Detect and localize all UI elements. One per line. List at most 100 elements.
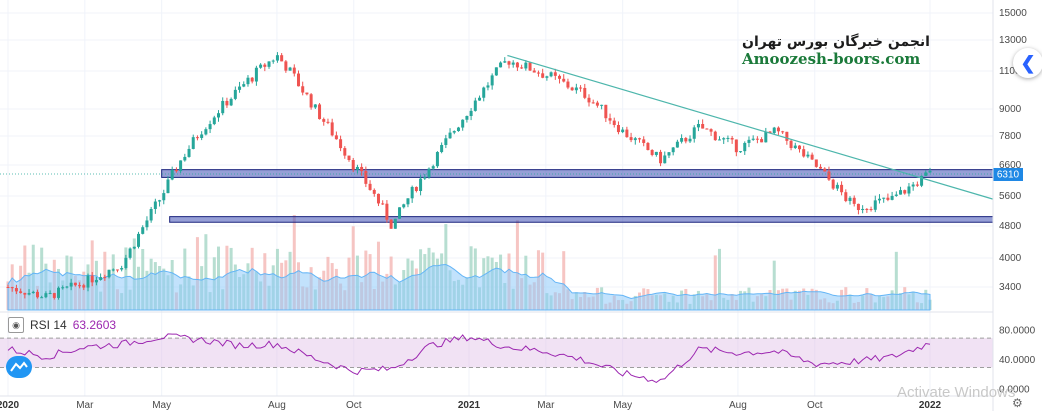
candle-body xyxy=(212,117,216,125)
candle-body xyxy=(132,246,136,249)
candle-body xyxy=(688,138,692,142)
candle-body xyxy=(364,171,368,184)
candle-body xyxy=(549,72,553,77)
candle-body xyxy=(667,152,671,156)
candle-body xyxy=(848,197,852,202)
candle-body xyxy=(347,155,351,161)
candle-body xyxy=(911,184,915,187)
candle-body xyxy=(221,100,225,114)
candle-body xyxy=(78,285,82,287)
support-zone xyxy=(161,169,994,178)
candle-body xyxy=(642,139,646,143)
candle-body xyxy=(368,183,372,190)
eye-icon[interactable]: ◉ xyxy=(8,317,24,333)
candle-body xyxy=(806,154,810,157)
x-tick-label: 2022 xyxy=(919,400,942,411)
candle-body xyxy=(587,97,591,103)
candle-body xyxy=(111,269,115,271)
grid-lines xyxy=(0,0,993,396)
candle-body xyxy=(591,102,595,104)
candle-body xyxy=(355,166,359,170)
rsi-value: 63.2603 xyxy=(72,318,117,332)
candle-body xyxy=(882,197,886,199)
price-badge-bg xyxy=(993,167,1023,181)
candle-body xyxy=(318,104,322,120)
candle-body xyxy=(292,67,296,74)
candle-body xyxy=(713,131,717,141)
candle-body xyxy=(499,62,503,68)
candle-body xyxy=(928,170,932,173)
volume-bar xyxy=(562,251,566,310)
candle-body xyxy=(398,207,402,219)
candle-body xyxy=(65,286,69,288)
candle-body xyxy=(52,293,56,298)
candle-body xyxy=(915,184,919,186)
y-tick-label: 4000 xyxy=(999,253,1022,264)
candle-body xyxy=(410,186,414,199)
candle-body xyxy=(751,138,755,140)
candle-body xyxy=(511,62,515,65)
y-tick-label: 15000 xyxy=(999,8,1027,19)
candle-body xyxy=(520,67,524,69)
candle-body xyxy=(621,129,625,133)
candle-body xyxy=(461,119,465,128)
candle-body xyxy=(789,140,793,149)
candle-body xyxy=(465,116,469,120)
candle-body xyxy=(856,203,860,211)
candle-body xyxy=(730,137,734,140)
candle-body xyxy=(899,190,903,195)
price-axis[interactable]: 15000 13000 11000 9000 7800 6600 5600 4800 4000 3… xyxy=(999,8,1027,293)
gear-icon[interactable]: ⚙ xyxy=(1012,396,1023,410)
candle-body xyxy=(267,61,271,67)
chevron-left-icon[interactable]: ❮ xyxy=(1013,48,1042,78)
volume-bar xyxy=(132,238,136,310)
candle-body xyxy=(393,218,397,229)
candle-body xyxy=(600,104,604,106)
candle-body xyxy=(158,200,162,202)
candle-body xyxy=(6,287,10,288)
y-tick-label: 6600 xyxy=(999,160,1022,171)
x-tick-label: Oct xyxy=(346,400,362,411)
candle-body xyxy=(86,275,90,288)
candle-body xyxy=(145,220,149,228)
candle-body xyxy=(452,131,456,133)
time-axis[interactable]: 2020 Mar May Aug Oct 2021 Mar May Aug Oct 2022 xyxy=(0,400,942,411)
candle-body xyxy=(604,104,608,119)
candle-body xyxy=(823,168,827,172)
candle-body xyxy=(494,67,498,76)
candle-body xyxy=(288,67,292,71)
candle-body xyxy=(246,77,250,85)
candle-body xyxy=(44,293,48,298)
candle-body xyxy=(907,186,911,194)
candle-body xyxy=(94,279,98,283)
candle-body xyxy=(608,118,612,121)
candle-body xyxy=(654,151,658,155)
candle-body xyxy=(873,200,877,210)
candle-body xyxy=(734,139,738,153)
candle-body xyxy=(351,160,355,170)
candle-body xyxy=(280,55,284,62)
tradingview-logo-icon[interactable] xyxy=(6,356,32,378)
candle-body xyxy=(553,72,557,76)
candle-body xyxy=(313,104,317,108)
y-tick-label: 9000 xyxy=(999,104,1022,115)
candle-body xyxy=(427,168,431,178)
candle-body xyxy=(478,97,482,101)
candle-body xyxy=(503,61,507,63)
candle-body xyxy=(217,113,221,118)
rsi-axis[interactable]: 80.0000 40.0000 0.0000 xyxy=(999,326,1036,396)
y-tick-label: 3400 xyxy=(999,282,1022,293)
candle-body xyxy=(339,139,343,149)
candle-body xyxy=(920,175,924,186)
candle-body xyxy=(275,55,279,61)
y-tick-label: 13000 xyxy=(999,35,1027,46)
candle-body xyxy=(814,159,818,167)
candle-body xyxy=(334,135,338,140)
candle-body xyxy=(389,219,393,229)
candle-body xyxy=(69,282,73,287)
candle-body xyxy=(696,124,700,128)
candle-body xyxy=(343,148,347,156)
candle-body xyxy=(431,166,435,169)
candle-body xyxy=(675,141,679,148)
